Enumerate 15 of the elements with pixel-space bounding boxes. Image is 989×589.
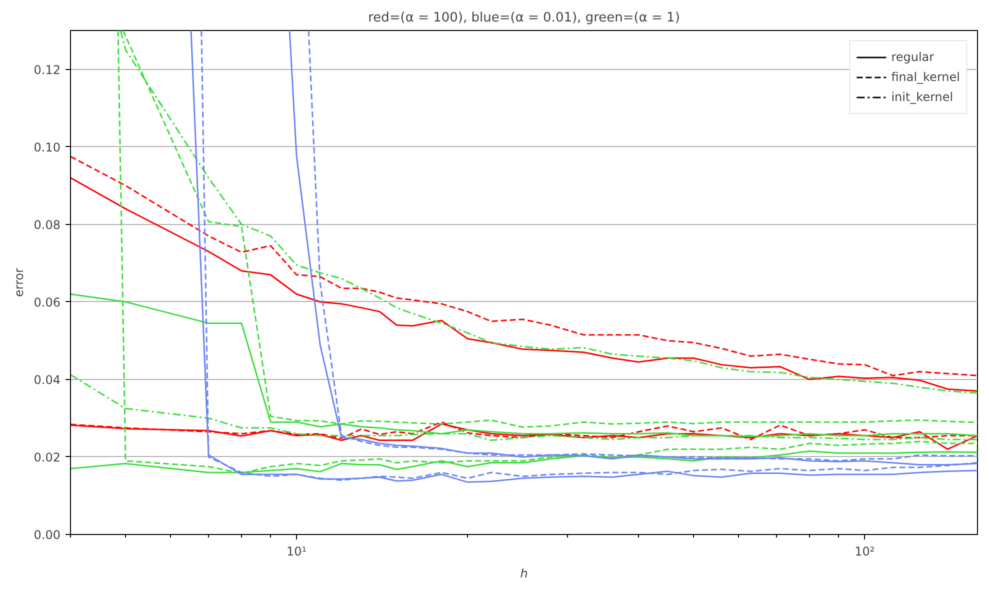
- chart-title: red=(α = 100), blue=(α = 0.01), green=(α = 1): [368, 10, 680, 26]
- y-axis-title: error: [12, 268, 26, 298]
- y-tick-label: 0.10: [34, 140, 60, 154]
- x-tick-label: 10²: [854, 544, 875, 558]
- y-tick-label: 0.08: [34, 218, 60, 232]
- x-tick-label: 10¹: [286, 544, 307, 558]
- legend-label: regular: [891, 49, 934, 65]
- y-tick-label: 0.02: [34, 450, 60, 464]
- x-axis-title: h: [520, 566, 528, 580]
- y-tick-label: 0.06: [34, 295, 60, 310]
- legend-label: final_kernel: [891, 69, 960, 85]
- y-tick-label: 0.04: [34, 372, 60, 387]
- y-tick-label: 0.00: [34, 528, 60, 542]
- legend-label: init_kernel: [891, 89, 954, 105]
- y-tick-label: 0.12: [34, 62, 60, 77]
